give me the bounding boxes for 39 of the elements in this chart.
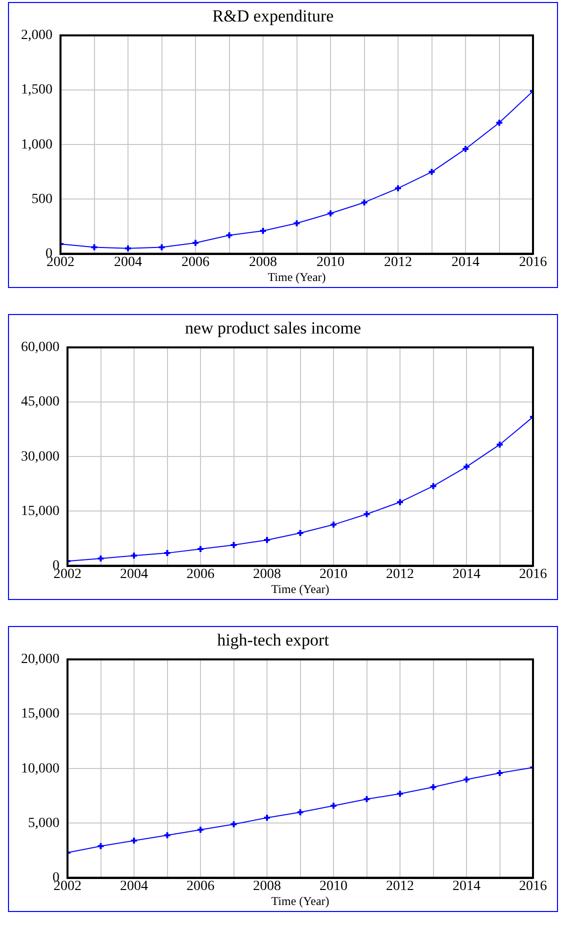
y-tick-label: 15,000 bbox=[21, 504, 60, 519]
x-tick-label: 2006 bbox=[186, 878, 214, 894]
x-axis-title: Time (Year) bbox=[271, 582, 330, 596]
x-tick-label: 2010 bbox=[316, 254, 344, 270]
x-tick-label: 2012 bbox=[384, 254, 412, 270]
y-tick-label: 30,000 bbox=[21, 449, 60, 464]
x-tick-label: 2004 bbox=[120, 566, 148, 582]
x-tick-label: 2014 bbox=[452, 878, 480, 894]
x-axis-title: Time (Year) bbox=[271, 894, 330, 908]
y-tick-label: 1,500 bbox=[21, 82, 52, 98]
y-tick-label: 1,000 bbox=[21, 137, 52, 152]
x-tick-label: 2006 bbox=[182, 254, 210, 270]
y-tick-label: 10,000 bbox=[21, 761, 60, 776]
chart-title: R&D expenditure bbox=[212, 6, 334, 26]
x-tick-label: 2014 bbox=[452, 566, 480, 582]
y-tick-label: 45,000 bbox=[21, 394, 60, 410]
chart-title: high-tech export bbox=[217, 630, 330, 650]
y-tick-label: 20,000 bbox=[21, 652, 60, 668]
x-tick-label: 2008 bbox=[253, 878, 281, 894]
x-tick-label: 2010 bbox=[320, 566, 348, 582]
x-tick-label: 2008 bbox=[253, 566, 281, 582]
chart-title: new product sales income bbox=[184, 318, 362, 338]
x-tick-label: 2014 bbox=[452, 254, 480, 270]
x-tick-label: 2004 bbox=[114, 254, 142, 270]
x-tick-label: 2016 bbox=[519, 254, 547, 270]
x-tick-label: 2012 bbox=[386, 566, 414, 582]
y-tick-label: 60,000 bbox=[21, 340, 60, 356]
y-tick-label: 5,000 bbox=[28, 816, 60, 831]
y-tick-label: 15,000 bbox=[21, 706, 60, 722]
y-tick-label: 500 bbox=[32, 192, 52, 207]
x-tick-label: 2012 bbox=[386, 878, 414, 894]
x-tick-label: 2010 bbox=[320, 878, 348, 894]
y-tick-label: 2,000 bbox=[21, 28, 52, 44]
x-axis-title: Time (Year) bbox=[268, 270, 326, 284]
x-tick-label: 2006 bbox=[186, 566, 214, 582]
x-tick-label: 2004 bbox=[120, 878, 148, 894]
x-tick-label: 2016 bbox=[519, 566, 547, 582]
x-tick-label: 2016 bbox=[519, 878, 547, 894]
x-tick-label: 2008 bbox=[249, 254, 277, 270]
